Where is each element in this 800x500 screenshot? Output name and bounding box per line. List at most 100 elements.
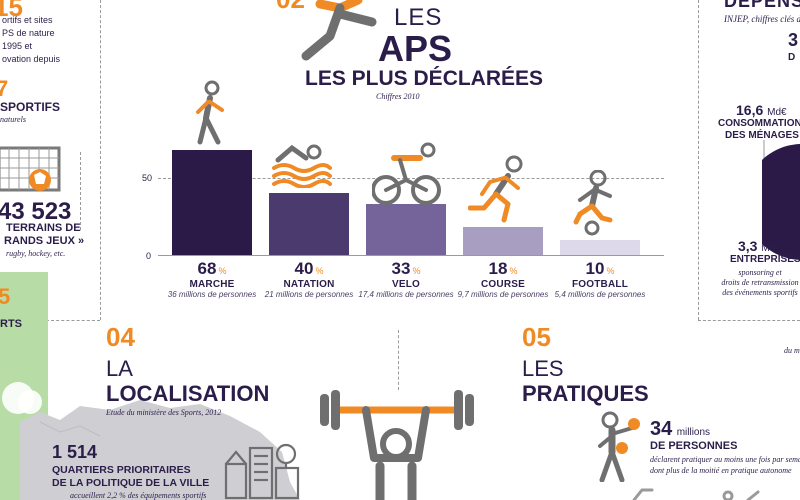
bar-percent-unit: %: [412, 266, 421, 276]
bar-percent-value: 40: [294, 259, 314, 278]
conso-unit: Md€: [767, 107, 787, 118]
separator-right: [698, 0, 699, 320]
entr-sub: sponsoring et droits de retransmission d…: [712, 268, 800, 298]
bar-category-label: VELO: [391, 279, 421, 290]
entr-num: 3,3: [738, 238, 758, 254]
bar-sub-label: 9,7 millions de personnes: [457, 290, 549, 299]
bar-percent-label: 68%: [152, 259, 272, 279]
swimmer-icon: [272, 144, 332, 188]
bar-velo: [366, 204, 446, 255]
conso-label-1: CONSOMMATION: [718, 118, 800, 129]
bar-sub-label: 36 millions de personnes: [167, 290, 257, 299]
bar-marche: [172, 150, 252, 255]
section04-sub: Etude du ministère des Sports, 2012: [106, 408, 222, 417]
cyclist-icon: [372, 142, 441, 205]
personnes-label: DE PERSONNES: [650, 440, 738, 452]
quartiers-label-2: DE LA POLITIQUE DE LA VILLE: [52, 477, 210, 489]
entr-sub-line: sponsoring et: [738, 268, 782, 277]
section-number-05: 05: [522, 322, 551, 352]
bar-category-label: COURSE: [481, 279, 525, 290]
bottom-right-decor: [632, 488, 760, 500]
tree-icon: [2, 382, 42, 414]
quartiers-label-1: QUARTIERS PRIORITAIRES: [52, 464, 191, 476]
goal-icon: [0, 146, 61, 192]
conso-num: 16,6: [736, 102, 764, 118]
bar-percent-unit: %: [315, 266, 324, 276]
bar-percent-label: 10%: [540, 259, 660, 279]
bar-label-group: 68% MARCHE 36 millions de personnes: [152, 259, 272, 299]
millions-num: 34: [650, 418, 673, 440]
entr-amount: 3,3 Md€: [738, 238, 781, 254]
bar-percent-value: 18: [488, 259, 508, 278]
millions-word: millions: [676, 427, 711, 438]
entr-unit: Md€: [761, 243, 781, 254]
left-big-number: 43 523: [0, 198, 72, 225]
bar-percent-value: 33: [391, 259, 411, 278]
bar-sub-label: 5,4 millions de personnes: [554, 290, 646, 299]
gridline-0: [158, 255, 664, 256]
section04-line2: LOCALISATION: [106, 381, 270, 406]
bar-category-label: NATATION: [283, 279, 335, 290]
left-sportifs-label: SPORTIFS: [0, 100, 61, 114]
millions-line: 34 millions: [650, 418, 710, 441]
right-edge-d: D: [788, 52, 796, 63]
pratiques-desc-2: dont plus de la moitié en pratique auton…: [650, 466, 792, 475]
bar-course: [463, 227, 543, 255]
right-bottom-note: du m: [784, 346, 800, 355]
section-number-04: 04: [106, 322, 135, 352]
left-terrains-label: TERRAINS DE: [6, 222, 81, 234]
bar-percent-label: 18%: [443, 259, 563, 279]
left-intro-line: ortifs et sites: [2, 15, 53, 25]
bar-label-group: 40% NATATION 21 millions de personnes: [249, 259, 369, 299]
left-intro-line: 1995 et: [2, 41, 33, 51]
y-tick-50: 50: [142, 173, 153, 183]
bar-percent-label: 33%: [346, 259, 466, 279]
gridline-50: [158, 178, 664, 179]
right-sub: INJEP, chiffres clés du: [724, 14, 800, 24]
bar-percent-unit: %: [606, 266, 615, 276]
title-note: Chiffres 2010: [376, 92, 420, 101]
quartiers-sub: accueillent 2,2 % des équipements sporti…: [70, 491, 207, 500]
section05-line1: LES: [522, 356, 564, 381]
entr-sub-line: des événements sportifs: [722, 288, 798, 297]
bar-label-group: 18% COURSE 9,7 millions de personnes: [443, 259, 563, 299]
entr-label: ENTREPRISES: [730, 254, 800, 265]
bar-natation: [269, 193, 349, 255]
buildings-icon: [224, 443, 300, 500]
y-tick-0: 0: [146, 251, 152, 261]
separator-mid: [398, 330, 399, 390]
left-big7: 7: [0, 76, 9, 101]
handball-player-icon: [598, 411, 640, 482]
left-grands-sub: rugby, hockey, etc.: [6, 249, 66, 258]
title-les: LES: [394, 4, 443, 31]
separator-h-left: [0, 320, 100, 321]
conso-label-2: DES MÉNAGES: [725, 130, 799, 141]
runner-header-icon: [301, 0, 377, 61]
separator-left: [100, 0, 101, 320]
bar-percent-unit: %: [218, 266, 227, 276]
football-icon: [573, 170, 613, 236]
bar-percent-label: 40%: [249, 259, 369, 279]
left-head-digits: 15: [0, 0, 23, 22]
bar-percent-value: 68: [197, 259, 217, 278]
separator-goal: [80, 152, 81, 230]
bar-sub-label: 17,4 millions de personnes: [358, 290, 454, 299]
bar-percent-value: 10: [585, 259, 605, 278]
quartiers-num: 1 514: [52, 442, 98, 462]
bar-football: [560, 239, 640, 255]
left-intro-line: PS de nature: [2, 28, 55, 38]
right-title: DÉPENSES: [724, 0, 800, 11]
left-grands-label: RANDS JEUX »: [4, 235, 85, 247]
left-sportifs-sub: naturels: [0, 115, 26, 124]
left-intro-text: ortifs et sites PS de nature 1995 et ova…: [2, 14, 60, 66]
entr-sub-line: droits de retransmission: [721, 278, 799, 287]
pie-chart: [762, 144, 800, 260]
separator-h-right: [698, 320, 800, 321]
section05-line2: PRATIQUES: [522, 381, 649, 406]
pratiques-desc-1: déclarent pratiquer au moins une fois pa…: [650, 455, 800, 464]
section04-line1: LA: [106, 356, 133, 381]
section-number-02: 02: [276, 0, 305, 15]
right-edge-num: 3: [788, 30, 799, 50]
walker-icon: [196, 80, 224, 145]
bar-percent-unit: %: [509, 266, 518, 276]
